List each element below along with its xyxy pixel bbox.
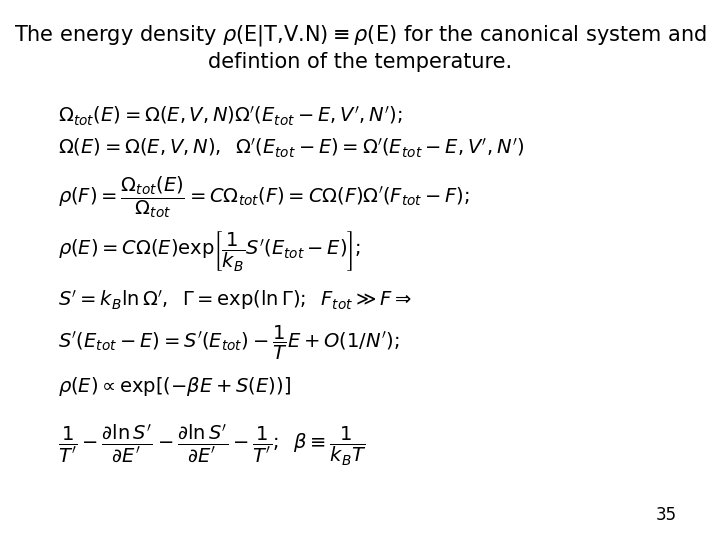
Text: $\rho(E) = C\Omega(E)\exp\!\left[\dfrac{1}{k_B}S'(E_{tot} - E)\right];$: $\rho(E) = C\Omega(E)\exp\!\left[\dfrac{… (58, 229, 361, 273)
Text: $S' = k_B\ln\Omega',\;\;\Gamma = \exp(\ln\Gamma);\;\;F_{tot} \gg F \Rightarrow$: $S' = k_B\ln\Omega',\;\;\Gamma = \exp(\l… (58, 288, 412, 312)
Text: $S'(E_{tot} - E) = S'(E_{tot}) - \dfrac{1}{T}E + O(1/N');$: $S'(E_{tot} - E) = S'(E_{tot}) - \dfrac{… (58, 324, 399, 362)
Text: $\dfrac{1}{T'} - \dfrac{\partial \ln S'}{\partial E'} - \dfrac{\partial \ln S'}{: $\dfrac{1}{T'} - \dfrac{\partial \ln S'}… (58, 423, 366, 468)
Text: $\Omega_{tot}(E) = \Omega(E,V,N)\Omega'(E_{tot} - E, V', N');$: $\Omega_{tot}(E) = \Omega(E,V,N)\Omega'(… (58, 104, 402, 128)
Text: $\Omega(E) = \Omega(E,V,N),\;\;\Omega'(E_{tot} - E) = \Omega'(E_{tot} - E, V', N: $\Omega(E) = \Omega(E,V,N),\;\;\Omega'(E… (58, 137, 524, 160)
Text: The energy density $\rho$(E|T,V.N)$\equiv\rho$(E) for the canonical system and: The energy density $\rho$(E|T,V.N)$\equi… (14, 23, 706, 48)
Text: $\rho(E) \propto \exp[(-\beta E + S(E))]$: $\rho(E) \propto \exp[(-\beta E + S(E))]… (58, 375, 291, 397)
Text: 35: 35 (656, 506, 677, 524)
Text: defintion of the temperature.: defintion of the temperature. (208, 52, 512, 72)
Text: $\rho(F) = \dfrac{\Omega_{tot}(E)}{\Omega_{tot}} = C\Omega_{tot}(F) = C\Omega(F): $\rho(F) = \dfrac{\Omega_{tot}(E)}{\Omeg… (58, 174, 469, 220)
